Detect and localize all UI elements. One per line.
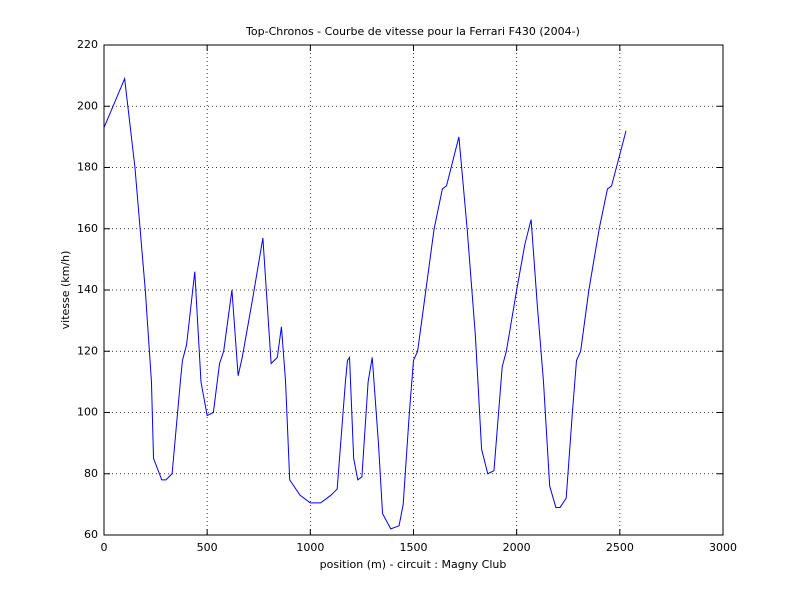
y-tick-label: 160 (77, 222, 98, 235)
speed-line (103, 76, 627, 530)
y-tick-label: 60 (84, 528, 98, 541)
x-tick-label: 1000 (296, 541, 324, 554)
y-tick-label: 200 (77, 99, 98, 112)
chart-title: Top-Chronos - Courbe de vitesse pour la … (245, 25, 580, 38)
y-tick-label: 140 (77, 283, 98, 296)
x-axis-label: position (m) - circuit : Magny Club (320, 558, 507, 571)
y-tick-label: 120 (77, 344, 98, 357)
plot-frame (103, 44, 724, 536)
y-tick-label: 220 (77, 38, 98, 51)
x-tick-label: 2500 (606, 541, 634, 554)
x-tick-label: 3000 (709, 541, 737, 554)
x-tick-label: 1500 (400, 541, 428, 554)
y-tick-label: 180 (77, 161, 98, 174)
x-tick-label: 500 (197, 541, 218, 554)
y-tick-label: 100 (77, 406, 98, 419)
y-axis-label: vitesse (km/h) (59, 251, 72, 330)
y-tick-label: 80 (84, 467, 98, 480)
x-tick-label: 2000 (503, 541, 531, 554)
x-tick-label: 0 (101, 541, 108, 554)
